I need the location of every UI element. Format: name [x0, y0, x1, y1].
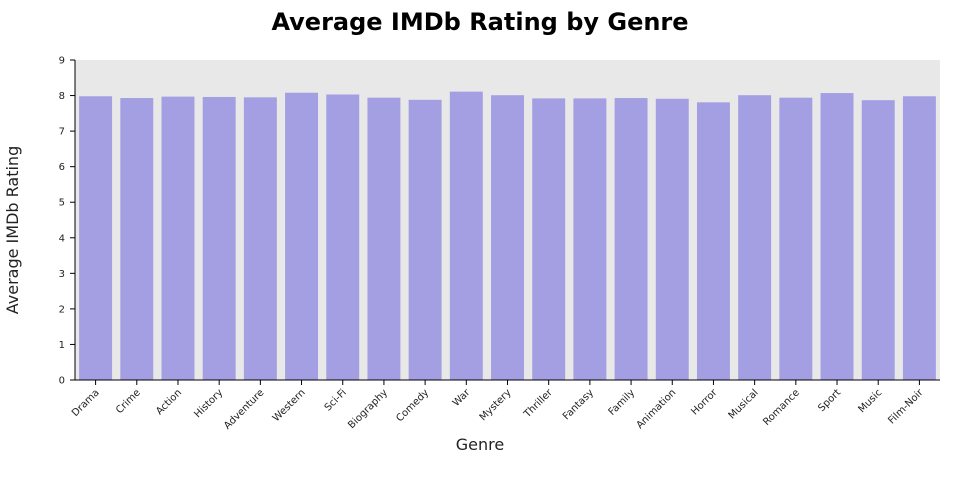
y-axis-label: Average IMDb Rating — [3, 146, 22, 314]
x-tick-label: Fantasy — [561, 387, 596, 422]
y-tick-label: 6 — [59, 162, 65, 173]
bar-film-noir[interactable] — [902, 96, 936, 381]
x-tick-label: Music — [856, 387, 884, 415]
x-tick-label: Drama — [70, 387, 102, 419]
x-tick-label: War — [451, 387, 473, 409]
x-tick-label: Musical — [727, 387, 761, 421]
bar-romance[interactable] — [779, 97, 813, 380]
y-tick-label: 3 — [59, 269, 65, 280]
x-tick-label: Sci-Fi — [323, 387, 349, 413]
bar-sport[interactable] — [820, 93, 854, 381]
x-tick-label: Adventure — [222, 387, 266, 431]
x-tick-label: Film-Noir — [886, 387, 926, 427]
x-axis-label: Genre — [456, 435, 504, 454]
y-tick-label: 2 — [59, 304, 65, 315]
x-tick-label: Sport — [816, 387, 843, 414]
y-tick-label: 8 — [59, 91, 65, 102]
y-tick-label: 7 — [59, 127, 65, 138]
x-tick-label: Biography — [346, 387, 390, 431]
bar-thriller[interactable] — [532, 98, 566, 381]
x-tick-label: History — [192, 387, 225, 420]
x-tick-label: Crime — [114, 387, 143, 416]
x-tick-label: Animation — [635, 387, 679, 431]
bar-sci-fi[interactable] — [326, 94, 360, 380]
bar-history[interactable] — [202, 96, 236, 380]
bar-crime[interactable] — [120, 98, 154, 381]
bar-comedy[interactable] — [408, 99, 442, 381]
y-tick-label: 5 — [59, 198, 65, 209]
bar-horror[interactable] — [696, 102, 730, 381]
x-tick-label: Thriller — [521, 387, 555, 421]
bar-war[interactable] — [449, 91, 483, 381]
x-tick-label: Mystery — [478, 387, 514, 423]
bar-music[interactable] — [861, 100, 895, 380]
bar-drama[interactable] — [79, 96, 113, 381]
bars-layer — [79, 91, 936, 381]
x-tick-label: Horror — [689, 387, 720, 418]
bar-biography[interactable] — [367, 97, 401, 380]
bar-musical[interactable] — [738, 95, 772, 380]
x-tick-label: Action — [154, 387, 184, 417]
x-tick-label: Family — [607, 387, 638, 418]
y-tick-label: 0 — [59, 376, 65, 387]
x-tick-label: Comedy — [394, 387, 431, 424]
bar-fantasy[interactable] — [573, 98, 607, 381]
y-tick-label: 1 — [59, 340, 65, 351]
bar-western[interactable] — [285, 92, 319, 380]
y-axis-ticks: 0 1 2 3 4 5 6 7 8 9 — [59, 56, 75, 387]
chart-title: Average IMDb Rating by Genre — [271, 8, 688, 36]
x-tick-label: Romance — [761, 387, 802, 428]
bar-action[interactable] — [161, 96, 195, 380]
y-tick-label: 4 — [59, 233, 65, 244]
bar-family[interactable] — [614, 98, 648, 381]
bar-animation[interactable] — [655, 98, 689, 380]
bar-mystery[interactable] — [491, 95, 524, 380]
x-tick-label: Western — [271, 387, 308, 424]
bar-adventure[interactable] — [243, 97, 277, 380]
y-tick-label: 9 — [59, 56, 65, 67]
